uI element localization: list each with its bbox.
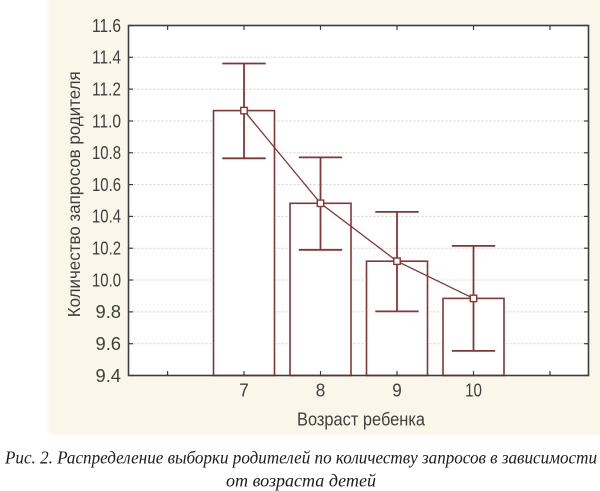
svg-text:Рис. 2. Распределение выборки: Рис. 2. Распределение выборки родителей … [4,448,597,468]
svg-text:9: 9 [392,381,402,401]
svg-text:10.6: 10.6 [92,175,121,195]
svg-text:10.2: 10.2 [92,239,121,259]
svg-text:11.6: 11.6 [92,16,121,36]
svg-text:9.6: 9.6 [96,334,122,354]
svg-text:7: 7 [239,381,249,401]
svg-text:Возраст ребенка: Возраст ребенка [297,409,426,429]
svg-text:Количество запросов родителя: Количество запросов родителя [64,71,84,317]
svg-text:11.2: 11.2 [92,79,121,99]
svg-text:9.8: 9.8 [96,302,122,322]
svg-text:от возраста детей: от возраста детей [226,471,376,491]
svg-text:9.4: 9.4 [96,366,122,386]
svg-text:8: 8 [316,381,326,401]
svg-text:11.0: 11.0 [92,111,121,131]
svg-text:10: 10 [465,381,482,401]
svg-text:10.8: 10.8 [92,143,121,163]
svg-text:10.4: 10.4 [92,207,121,227]
svg-text:10.0: 10.0 [92,270,121,290]
svg-text:11.4: 11.4 [92,48,121,68]
